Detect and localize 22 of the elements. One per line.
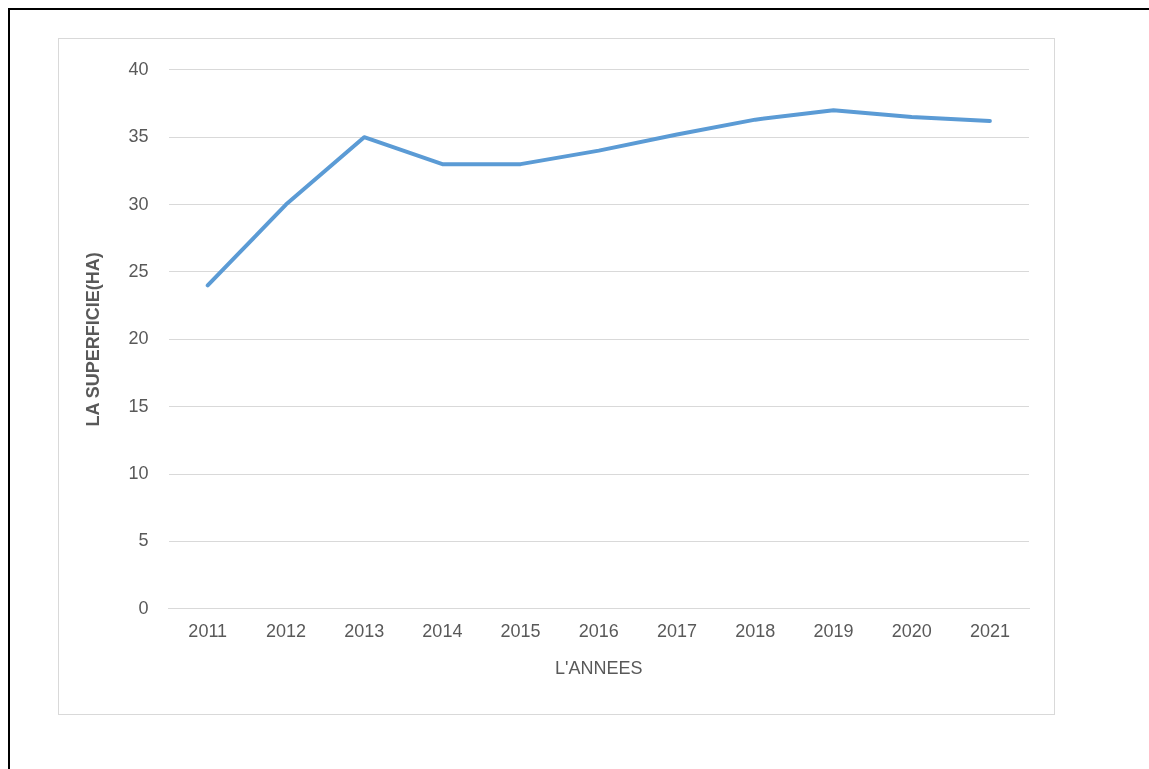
x-axis-title: L'ANNEES: [555, 658, 643, 679]
y-axis-title: LA SUPERFICIE(HA): [82, 252, 103, 427]
y-tick-label: 5: [138, 530, 149, 551]
x-tick-label: 2014: [422, 620, 463, 641]
x-tick-label: 2018: [735, 620, 776, 641]
x-tick-label: 2017: [657, 620, 698, 641]
x-tick-label: 2012: [265, 620, 306, 641]
x-tick-label: 2013: [344, 620, 385, 641]
x-tick-label: 2016: [578, 620, 619, 641]
y-tick-label: 0: [138, 597, 149, 618]
x-tick-label: 2020: [891, 620, 932, 641]
x-tick-label: 2019: [813, 620, 854, 641]
y-tick-label: 35: [128, 126, 149, 147]
x-tick-label: 2021: [969, 620, 1010, 641]
y-tick-label: 10: [128, 463, 149, 484]
x-tick-label: 2011: [188, 620, 228, 641]
y-tick-label: 30: [128, 193, 149, 214]
y-tick-label: 25: [128, 260, 149, 281]
y-tick-label: 20: [128, 328, 149, 349]
x-tick-label: 2015: [500, 620, 541, 641]
y-tick-label: 15: [128, 395, 149, 416]
y-tick-label: 40: [128, 58, 149, 79]
